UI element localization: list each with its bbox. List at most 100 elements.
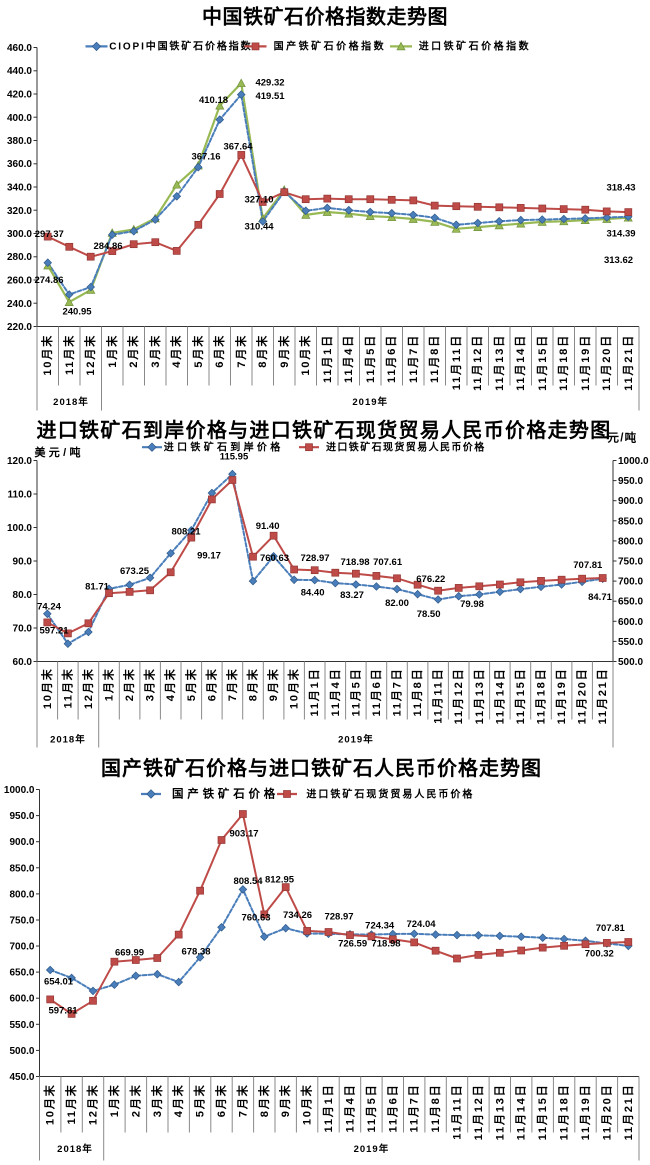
svg-text:11月19日: 11月19日 [555,668,568,725]
svg-text:6月末: 6月末 [204,668,218,702]
svg-text:2018年: 2018年 [53,396,89,408]
svg-text:650.0: 650.0 [618,597,643,608]
svg-text:11月11日: 11月11日 [432,668,445,724]
svg-text:240.95: 240.95 [62,306,92,317]
svg-text:597.21: 597.21 [39,625,69,636]
svg-text:11月18日: 11月18日 [558,1084,571,1141]
svg-text:2018年: 2018年 [57,1143,93,1155]
svg-text:340.0: 340.0 [7,183,32,194]
svg-text:110.0: 110.0 [8,490,33,501]
svg-text:11月14日: 11月14日 [515,1084,528,1141]
svg-text:进口铁矿石价格指数: 进口铁矿石价格指数 [419,40,532,53]
svg-text:国产铁矿石价格指数: 国产铁矿石价格指数 [274,40,387,53]
svg-text:进口铁矿石到岸价格: 进口铁矿石到岸价格 [164,441,284,454]
svg-text:1000.0: 1000.0 [4,785,35,796]
svg-text:950.0: 950.0 [618,476,643,487]
svg-text:9月末: 9月末 [266,668,280,702]
svg-text:100.0: 100.0 [7,523,32,534]
svg-text:5月末: 5月末 [191,334,205,368]
svg-text:728.97: 728.97 [300,553,329,564]
svg-text:7月末: 7月末 [225,668,239,702]
svg-text:进口铁矿石到岸价格与进口铁矿石现货贸易人民币价格走势图: 进口铁矿石到岸价格与进口铁矿石现货贸易人民币价格走势图 [36,418,611,442]
svg-text:2月末: 2月末 [122,668,136,702]
svg-text:850.0: 850.0 [9,863,34,874]
svg-text:11月7日: 11月7日 [408,1084,421,1133]
svg-text:650.0: 650.0 [9,968,34,979]
svg-text:750.0: 750.0 [9,916,34,927]
svg-text:11月6日: 11月6日 [370,668,383,717]
svg-text:734.26: 734.26 [283,910,312,921]
svg-text:550.0: 550.0 [618,637,643,648]
svg-text:700.0: 700.0 [618,577,643,588]
svg-text:3月末: 3月末 [148,334,162,368]
svg-text:903.17: 903.17 [229,829,258,840]
svg-text:10月末: 10月末 [300,1084,314,1126]
svg-text:429.32: 429.32 [255,77,284,88]
svg-text:11月4日: 11月4日 [344,1084,357,1133]
svg-text:120.0: 120.0 [7,456,32,467]
svg-text:750.0: 750.0 [618,557,643,568]
svg-text:11月1日: 11月1日 [308,668,321,717]
svg-text:900.0: 900.0 [9,837,34,848]
svg-text:中国铁矿石价格指数走势图: 中国铁矿石价格指数走势图 [202,5,448,29]
svg-text:11月4日: 11月4日 [329,668,342,717]
svg-text:82.00: 82.00 [385,598,409,609]
svg-text:84.40: 84.40 [301,587,325,598]
svg-text:83.27: 83.27 [340,590,364,601]
svg-text:90.0: 90.0 [13,557,33,568]
svg-text:950.0: 950.0 [9,811,34,822]
svg-text:707.81: 707.81 [596,923,626,934]
svg-text:2019年: 2019年 [352,396,388,408]
svg-text:8月末: 8月末 [257,1084,271,1118]
svg-text:进口铁矿石现货贸易人民币价格: 进口铁矿石现货贸易人民币价格 [326,441,486,454]
svg-text:676.22: 676.22 [416,574,445,585]
svg-text:60.0: 60.0 [13,657,33,668]
svg-text:550.0: 550.0 [9,1020,34,1031]
svg-text:800.0: 800.0 [618,536,643,547]
svg-text:728.97: 728.97 [324,911,353,922]
svg-text:718.98: 718.98 [371,938,400,949]
svg-text:707.61: 707.61 [373,557,403,568]
svg-text:707.81: 707.81 [573,560,603,571]
svg-text:1月末: 1月末 [102,668,116,702]
svg-text:5月末: 5月末 [193,1084,207,1118]
svg-text:9月末: 9月末 [278,1084,292,1118]
svg-text:4月末: 4月末 [171,1084,185,1118]
svg-text:808.21: 808.21 [171,526,201,537]
svg-text:327.10: 327.10 [244,194,273,205]
svg-text:808.54: 808.54 [233,876,263,887]
svg-text:CIOPI中国铁矿石价格指数: CIOPI中国铁矿石价格指数 [109,40,252,53]
svg-text:74.24: 74.24 [37,601,61,612]
svg-text:10月末: 10月末 [43,1084,57,1126]
svg-text:11月11日: 11月11日 [450,334,463,390]
svg-text:313.62: 313.62 [604,255,633,266]
svg-text:9月末: 9月末 [277,334,291,368]
svg-text:7月末: 7月末 [234,334,248,368]
svg-text:11月12日: 11月12日 [471,334,484,391]
svg-text:11月4日: 11月4日 [342,334,355,383]
svg-text:410.18: 410.18 [199,95,228,106]
svg-text:900.0: 900.0 [618,496,643,507]
svg-text:11月19日: 11月19日 [579,1084,592,1141]
svg-text:11月13日: 11月13日 [493,334,506,391]
svg-text:11月11日: 11月11日 [451,1084,464,1140]
svg-text:718.98: 718.98 [340,557,369,568]
svg-text:11月末: 11月末 [62,334,76,375]
svg-text:724.34: 724.34 [365,921,395,932]
svg-text:11月12日: 11月12日 [472,1084,485,1141]
svg-text:11月末: 11月末 [60,668,74,709]
svg-text:700.32: 700.32 [585,948,614,959]
svg-text:78.50: 78.50 [417,609,441,620]
svg-text:700.0: 700.0 [9,942,34,953]
svg-text:724.04: 724.04 [406,919,436,930]
svg-text:11月末: 11月末 [64,1084,78,1125]
svg-text:673.25: 673.25 [120,566,150,577]
svg-text:1月末: 1月末 [105,334,119,368]
svg-text:367.16: 367.16 [191,151,220,162]
svg-text:11月15日: 11月15日 [536,1084,549,1141]
svg-text:11月8日: 11月8日 [411,668,424,717]
svg-text:280.0: 280.0 [7,252,32,263]
svg-text:11月15日: 11月15日 [536,334,549,391]
svg-text:91.40: 91.40 [256,521,280,532]
svg-text:460.0: 460.0 [7,43,32,54]
